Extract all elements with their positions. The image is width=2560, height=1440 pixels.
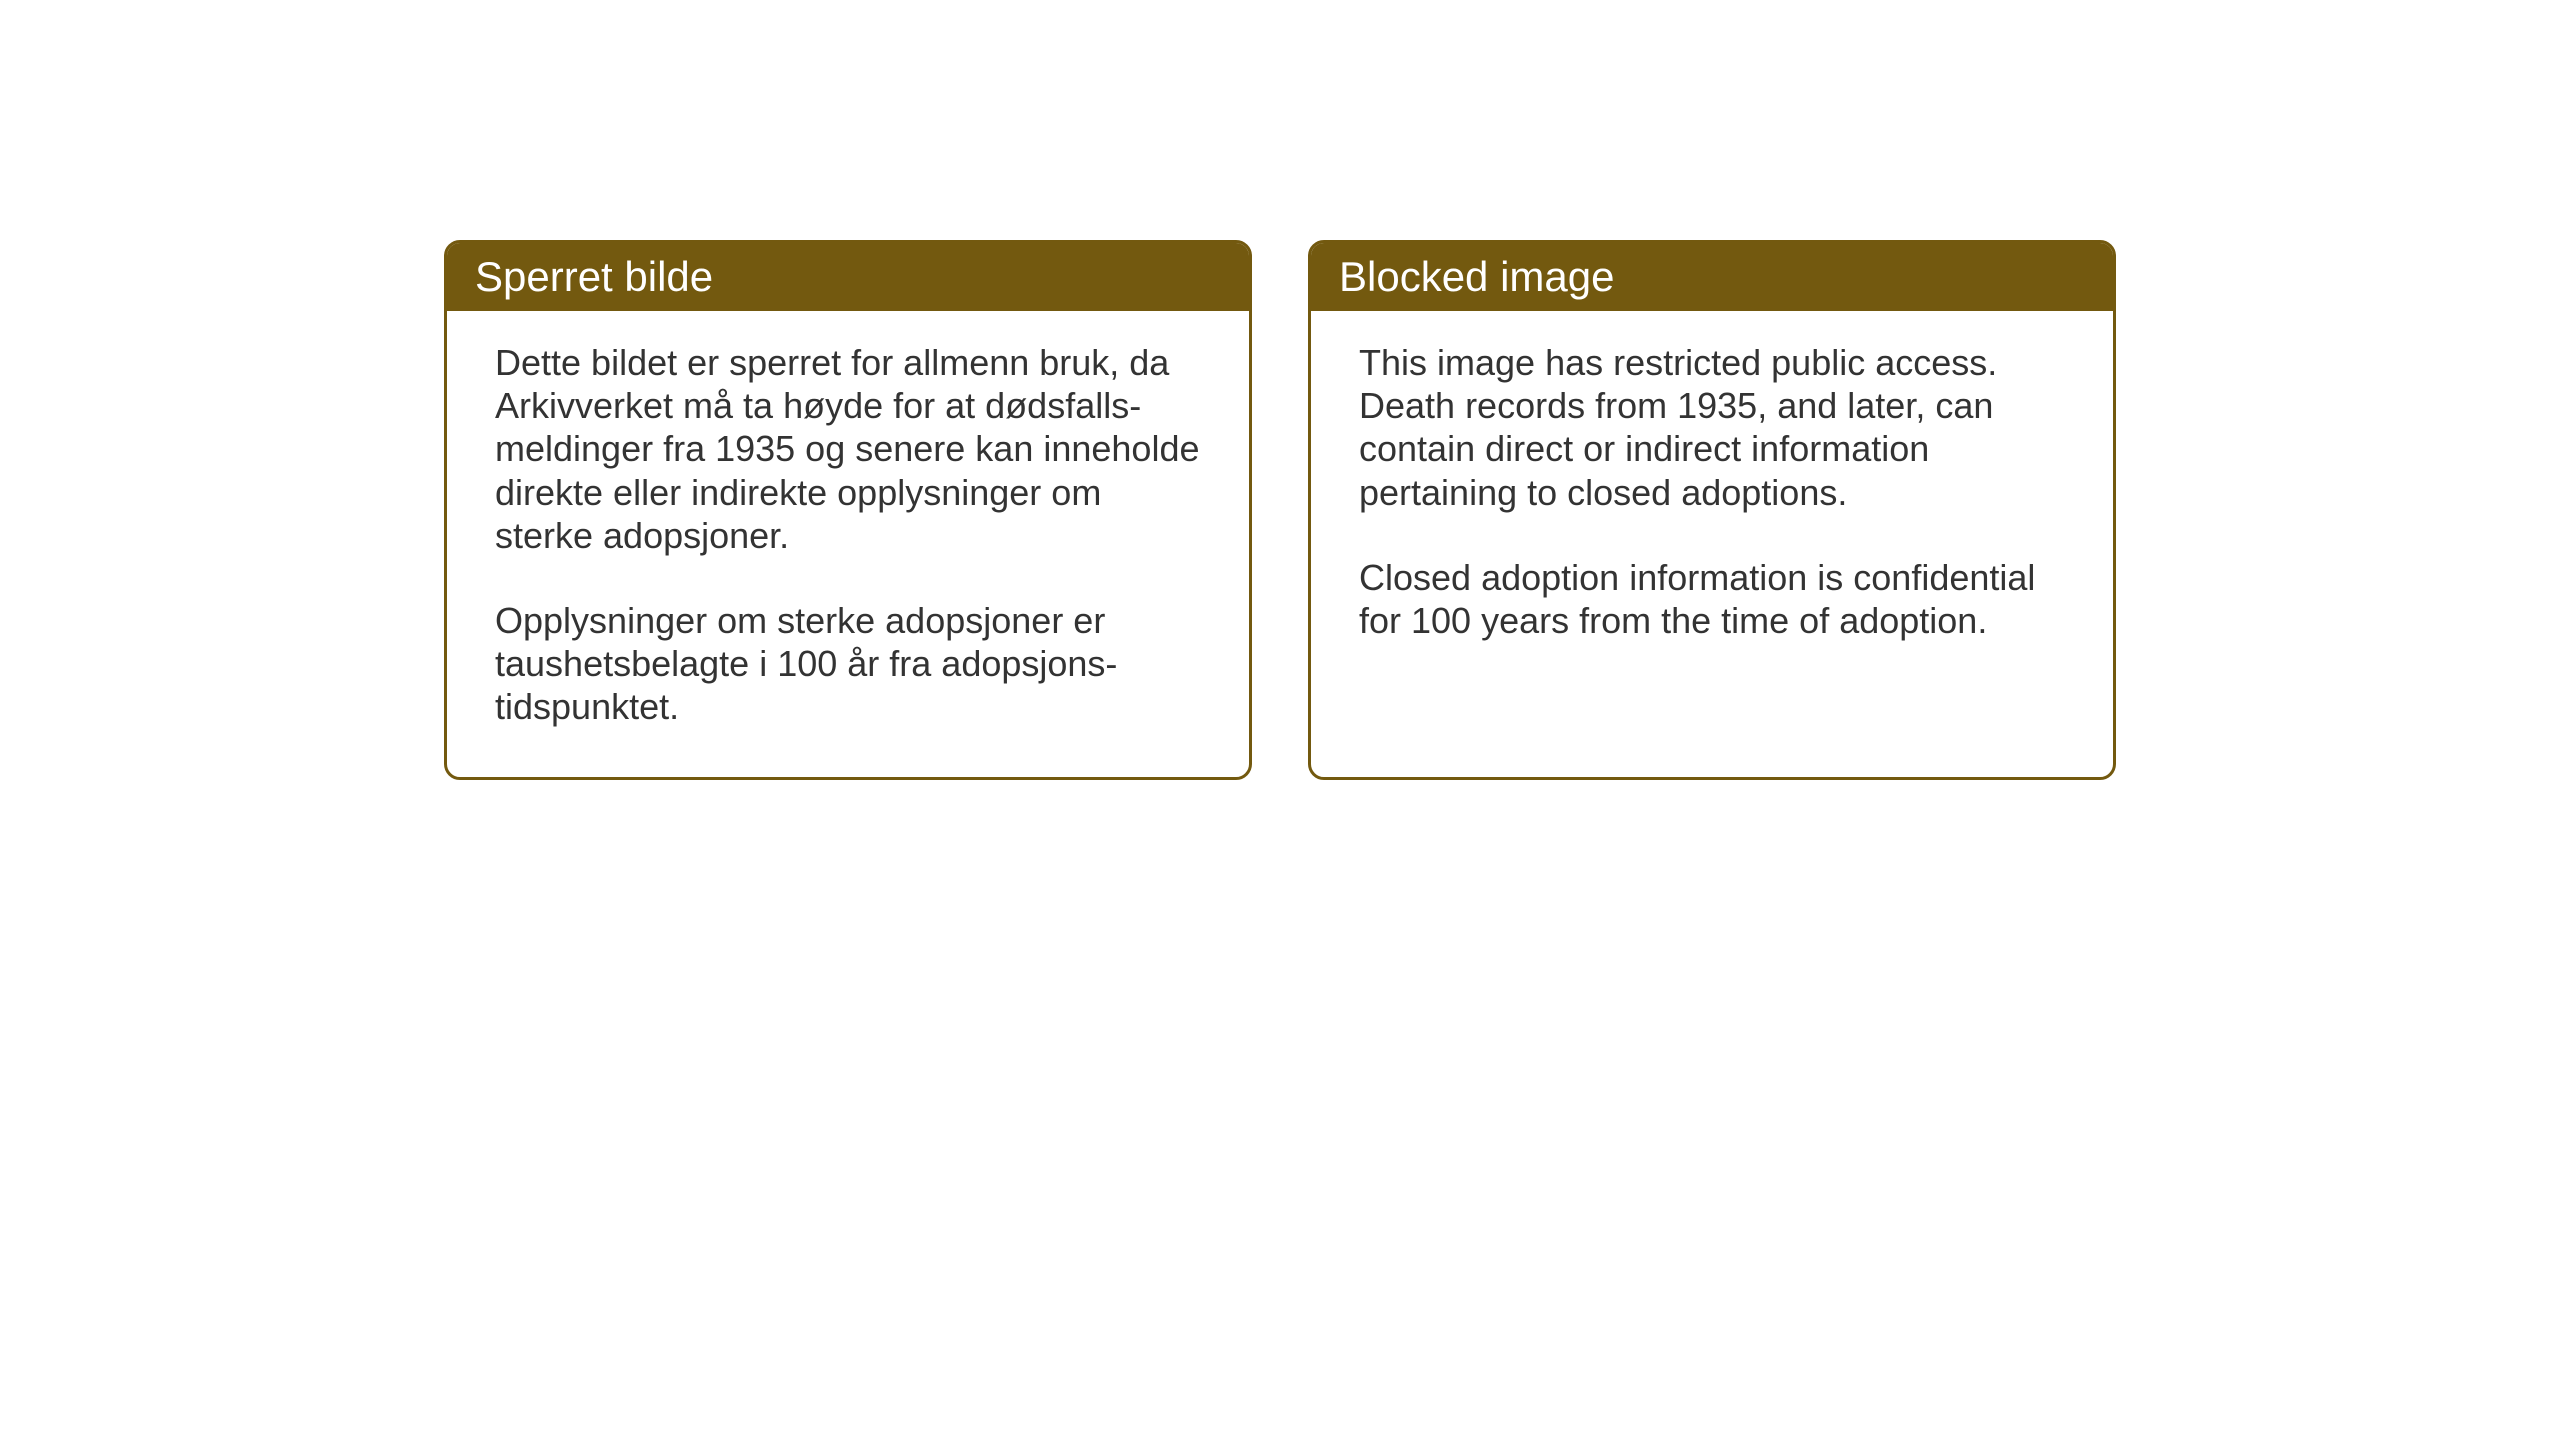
card-title-english: Blocked image	[1311, 243, 2113, 311]
notice-cards-container: Sperret bilde Dette bildet er sperret fo…	[444, 240, 2116, 780]
card-body-english: This image has restricted public access.…	[1311, 311, 2113, 741]
card-paragraph: This image has restricted public access.…	[1359, 341, 2065, 514]
card-paragraph: Dette bildet er sperret for allmenn bruk…	[495, 341, 1201, 557]
card-body-norwegian: Dette bildet er sperret for allmenn bruk…	[447, 311, 1249, 777]
notice-card-english: Blocked image This image has restricted …	[1308, 240, 2116, 780]
notice-card-norwegian: Sperret bilde Dette bildet er sperret fo…	[444, 240, 1252, 780]
card-paragraph: Closed adoption information is confident…	[1359, 556, 2065, 642]
card-title-norwegian: Sperret bilde	[447, 243, 1249, 311]
card-paragraph: Opplysninger om sterke adopsjoner er tau…	[495, 599, 1201, 729]
